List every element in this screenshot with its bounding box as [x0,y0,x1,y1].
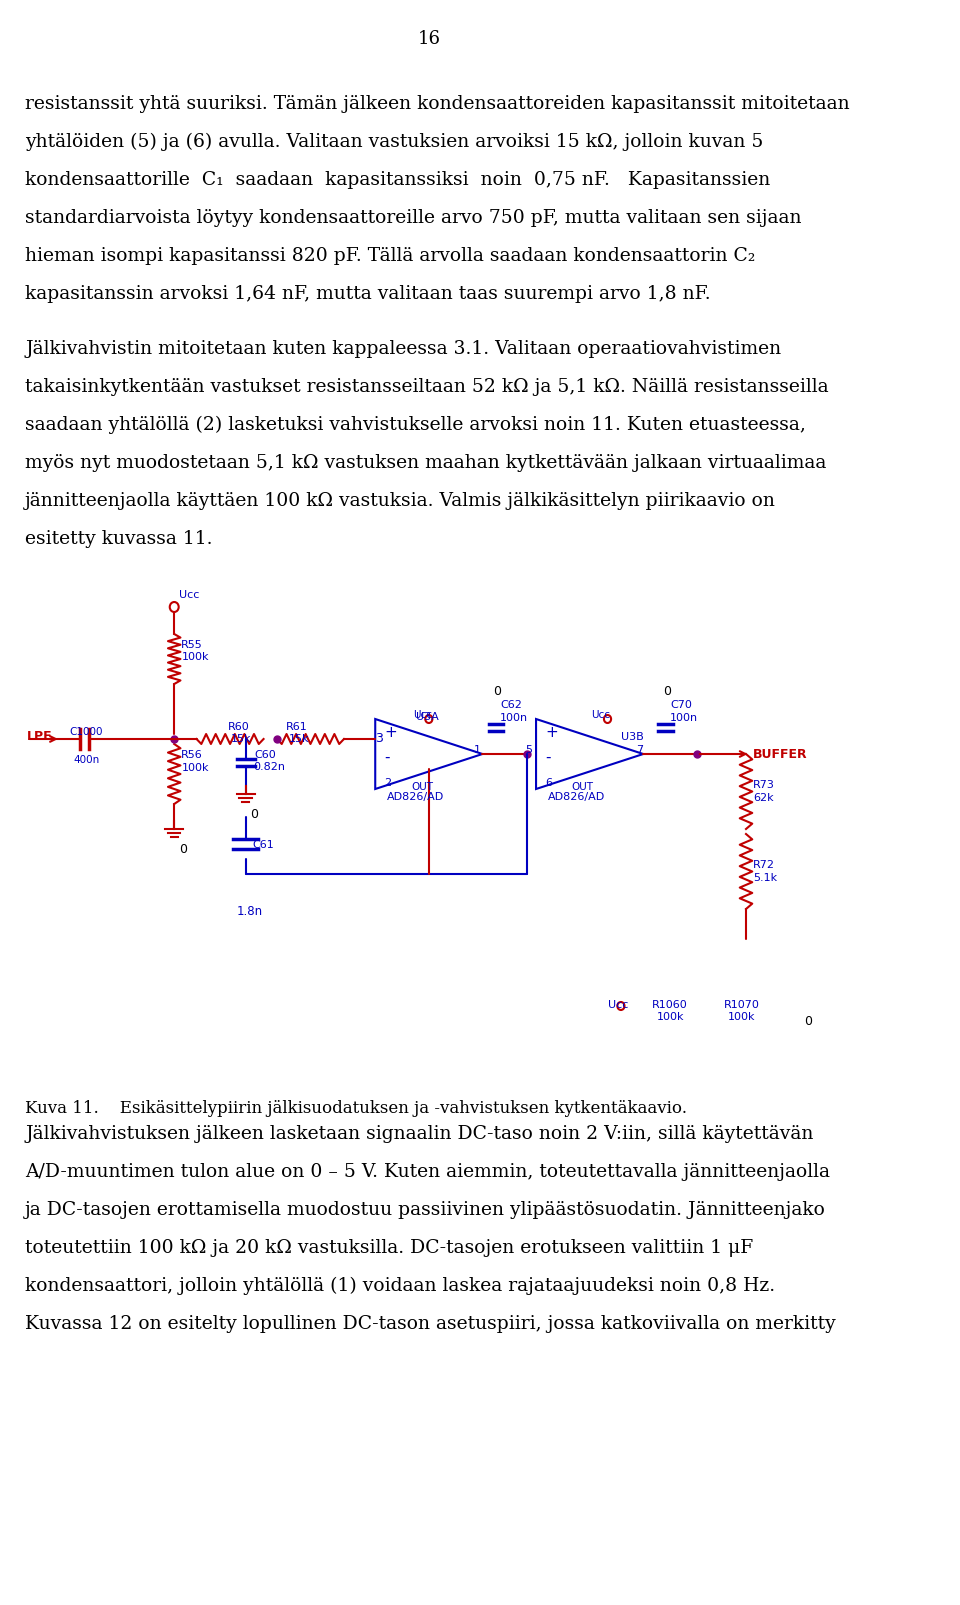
Text: R73: R73 [754,780,775,790]
Text: Ucc: Ucc [413,709,432,719]
Text: R60: R60 [228,722,250,732]
Text: -: - [384,750,390,764]
Text: jännitteenjaolla käyttäen 100 kΩ vastuksia. Valmis jälkikäsittelyn piirikaavio o: jännitteenjaolla käyttäen 100 kΩ vastuks… [25,491,776,510]
Text: C70: C70 [670,700,692,709]
Text: OUT: OUT [572,782,594,791]
Text: OUT: OUT [411,782,433,791]
Text: resistanssit yhtä suuriksi. Tämän jälkeen kondensaattoreiden kapasitanssit mitoi: resistanssit yhtä suuriksi. Tämän jälkee… [25,95,850,112]
Text: U3B: U3B [621,732,643,742]
Text: 2: 2 [384,777,392,788]
Text: 400n: 400n [73,754,100,764]
Text: R1060: R1060 [652,1000,688,1010]
Text: C1000: C1000 [70,727,103,737]
Text: standardiarvoista löytyy kondensaattoreille arvo 750 pF, mutta valitaan sen sija: standardiarvoista löytyy kondensaattorei… [25,209,802,226]
Text: 100k: 100k [181,762,209,772]
Text: 5: 5 [525,745,533,754]
Text: AD826/AD: AD826/AD [547,791,605,801]
Text: 16: 16 [418,30,441,48]
Text: 7: 7 [636,745,643,754]
Text: C60: C60 [254,750,276,759]
Text: kapasitanssin arvoksi 1,64 nF, mutta valitaan taas suurempi arvo 1,8 nF.: kapasitanssin arvoksi 1,64 nF, mutta val… [25,284,710,303]
Text: A/D-muuntimen tulon alue on 0 – 5 V. Kuten aiemmin, toteutettavalla jännitteenja: A/D-muuntimen tulon alue on 0 – 5 V. Kut… [25,1162,830,1180]
Text: LPF: LPF [27,730,53,743]
Text: -: - [545,750,550,764]
Text: 100k: 100k [728,1011,756,1021]
Text: esitetty kuvassa 11.: esitetty kuvassa 11. [25,530,212,547]
Text: 100k: 100k [181,652,209,661]
Text: takaisinkytkentään vastukset resistansseiltaan 52 kΩ ja 5,1 kΩ. Näillä resistans: takaisinkytkentään vastukset resistansse… [25,377,828,396]
Text: ja DC-tasojen erottamisella muodostuu passiivinen ylipäästösuodatin. Jännitteenj: ja DC-tasojen erottamisella muodostuu pa… [25,1201,826,1218]
Text: C61: C61 [252,839,275,849]
Text: 1.8n: 1.8n [237,905,263,918]
Text: 62k: 62k [754,793,774,802]
Text: 0.82n: 0.82n [252,761,285,772]
Text: Ucc: Ucc [608,1000,628,1010]
Text: R72: R72 [754,859,775,870]
Text: kondensaattori, jolloin yhtälöllä (1) voidaan laskea rajataajuudeksi noin 0,8 Hz: kondensaattori, jolloin yhtälöllä (1) vo… [25,1276,775,1295]
Text: +: + [384,724,396,740]
Text: Ucc: Ucc [179,589,199,600]
Text: Kuva 11.    Esikäsittelypiirin jälkisuodatuksen ja -vahvistuksen kytkentäkaavio.: Kuva 11. Esikäsittelypiirin jälkisuodatu… [25,1099,687,1117]
Text: Jälkivahvistin mitoitetaan kuten kappaleessa 3.1. Valitaan operaatiovahvistimen: Jälkivahvistin mitoitetaan kuten kappale… [25,340,781,358]
Text: myös nyt muodostetaan 5,1 kΩ vastuksen maahan kytkettävään jalkaan virtuaalimaa: myös nyt muodostetaan 5,1 kΩ vastuksen m… [25,454,827,472]
Text: 0: 0 [179,843,186,855]
Text: 3: 3 [375,732,383,745]
Text: Jälkivahvistuksen jälkeen lasketaan signaalin DC-taso noin 2 V:iin, sillä käytet: Jälkivahvistuksen jälkeen lasketaan sign… [25,1124,813,1143]
Text: R1070: R1070 [724,1000,759,1010]
Text: C62: C62 [500,700,522,709]
Text: yhtälöiden (5) ja (6) avulla. Valitaan vastuksien arvoiksi 15 kΩ, jolloin kuvan : yhtälöiden (5) ja (6) avulla. Valitaan v… [25,133,763,151]
Text: 5.1k: 5.1k [754,873,778,883]
Text: AD826/AD: AD826/AD [387,791,444,801]
Text: 0: 0 [804,1014,812,1027]
Text: Kuvassa 12 on esitelty lopullinen DC-tason asetuspiiri, jossa katkoviivalla on m: Kuvassa 12 on esitelty lopullinen DC-tas… [25,1314,836,1332]
Text: toteutettiin 100 kΩ ja 20 kΩ vastuksilla. DC-tasojen erotukseen valittiin 1 μF: toteutettiin 100 kΩ ja 20 kΩ vastuksilla… [25,1237,754,1257]
Text: +: + [545,724,558,740]
Text: 100k: 100k [657,1011,684,1021]
Text: 0: 0 [251,807,258,820]
Text: 15k: 15k [230,733,251,743]
Text: U3A: U3A [417,711,439,722]
Text: 100n: 100n [500,713,528,722]
Text: R61: R61 [286,722,307,732]
Text: Ucc: Ucc [591,709,611,719]
Text: 1: 1 [473,745,481,754]
Text: kondensaattorille  C₁  saadaan  kapasitanssiksi  noin  0,75 nF.   Kapasitanssien: kondensaattorille C₁ saadaan kapasitanss… [25,170,770,189]
Text: 0: 0 [663,685,671,698]
Text: R55: R55 [181,640,204,650]
Text: 15k: 15k [289,733,309,743]
Text: saadaan yhtälöllä (2) lasketuksi vahvistukselle arvoksi noin 11. Kuten etuastees: saadaan yhtälöllä (2) lasketuksi vahvist… [25,416,805,433]
Text: 0: 0 [493,685,501,698]
Text: 100n: 100n [670,713,698,722]
Text: BUFFER: BUFFER [754,748,807,761]
Text: 6: 6 [545,777,552,788]
Text: R56: R56 [181,750,204,759]
Text: hieman isompi kapasitanssi 820 pF. Tällä arvolla saadaan kondensaattorin C₂: hieman isompi kapasitanssi 820 pF. Tällä… [25,247,756,265]
